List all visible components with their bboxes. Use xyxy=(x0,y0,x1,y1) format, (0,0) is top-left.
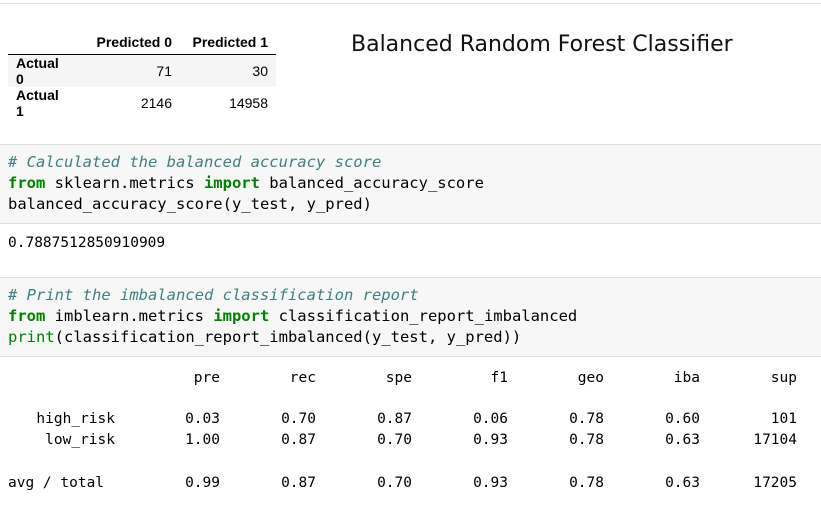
report-value: 0.99 xyxy=(185,475,220,491)
report-value: 0.78 xyxy=(569,475,604,491)
report-header: iba xyxy=(673,370,700,386)
row-header: Actual 1 xyxy=(16,87,59,119)
report-value: 17205 xyxy=(753,475,797,491)
table-row: Actual 0 71 30 xyxy=(8,54,276,87)
report-value: 0.93 xyxy=(473,432,508,448)
cell-output-accuracy: 0.7887512850910909 xyxy=(8,235,166,251)
report-value: 0.78 xyxy=(569,411,604,427)
code-cell-classification-report[interactable]: # Print the imbalanced classification re… xyxy=(0,277,821,357)
table-header-row: Predicted 0 Predicted 1 xyxy=(8,30,276,55)
code-call: (classification_report_imbalanced(y_test… xyxy=(54,328,522,346)
report-value: 0.87 xyxy=(281,432,316,448)
table-cell: 14958 xyxy=(229,95,268,111)
report-value: 0.06 xyxy=(473,411,508,427)
row-header: Actual 0 xyxy=(16,55,59,87)
report-value: 0.70 xyxy=(281,411,316,427)
report-value: 0.78 xyxy=(569,432,604,448)
module-name: imblearn.metrics xyxy=(45,307,214,325)
code-comment: # Print the imbalanced classification re… xyxy=(8,286,419,304)
report-value: 17104 xyxy=(753,432,797,448)
report-value: 0.87 xyxy=(377,411,412,427)
report-value: 101 xyxy=(770,411,797,427)
keyword-from: from xyxy=(8,307,46,325)
table-row: Actual 1 2146 14958 xyxy=(8,87,276,119)
builtin-print: print xyxy=(8,328,55,346)
report-header: spe xyxy=(385,370,412,386)
import-name: classification_report_imbalanced xyxy=(269,307,578,325)
report-value: 0.63 xyxy=(665,432,700,448)
report-value: 0.87 xyxy=(281,475,316,491)
keyword-import: import xyxy=(213,307,270,325)
report-value: 0.03 xyxy=(185,411,220,427)
classification-report-output: pre rec spe f1 geo iba sup high_risk 0.0… xyxy=(0,366,821,506)
column-header: Predicted 1 xyxy=(180,30,276,55)
page-title: Balanced Random Forest Classifier xyxy=(351,32,733,57)
import-name: balanced_accuracy_score xyxy=(259,174,484,192)
report-value: 0.63 xyxy=(665,475,700,491)
report-value: 0.93 xyxy=(473,475,508,491)
report-header: geo xyxy=(577,370,604,386)
table-cell: 30 xyxy=(252,63,268,79)
column-header: Predicted 0 xyxy=(84,30,180,55)
report-header: sup xyxy=(770,370,797,386)
report-value: 1.00 xyxy=(185,432,220,448)
report-value: 0.70 xyxy=(377,432,412,448)
table-cell: 71 xyxy=(156,63,172,79)
table-cell: 2146 xyxy=(140,95,172,111)
top-divider xyxy=(0,3,821,4)
code-comment: # Calculated the balanced accuracy score xyxy=(8,153,382,171)
confusion-matrix-table: Predicted 0 Predicted 1 Actual 0 71 30 A… xyxy=(8,30,276,119)
report-value: 0.60 xyxy=(665,411,700,427)
report-row-label: low_risk xyxy=(45,432,115,448)
report-header: pre xyxy=(193,370,220,386)
keyword-import: import xyxy=(203,174,260,192)
code-cell-balanced-accuracy[interactable]: # Calculated the balanced accuracy score… xyxy=(0,144,821,224)
code-call: balanced_accuracy_score(y_test, y_pred) xyxy=(8,195,372,213)
report-header: f1 xyxy=(490,370,508,386)
table-corner-cell xyxy=(8,30,84,55)
report-row-label: high_risk xyxy=(36,411,115,427)
module-name: sklearn.metrics xyxy=(45,174,204,192)
report-header: rec xyxy=(289,370,316,386)
report-row-label: avg / total xyxy=(8,475,105,491)
report-value: 0.70 xyxy=(377,475,412,491)
keyword-from: from xyxy=(8,174,46,192)
